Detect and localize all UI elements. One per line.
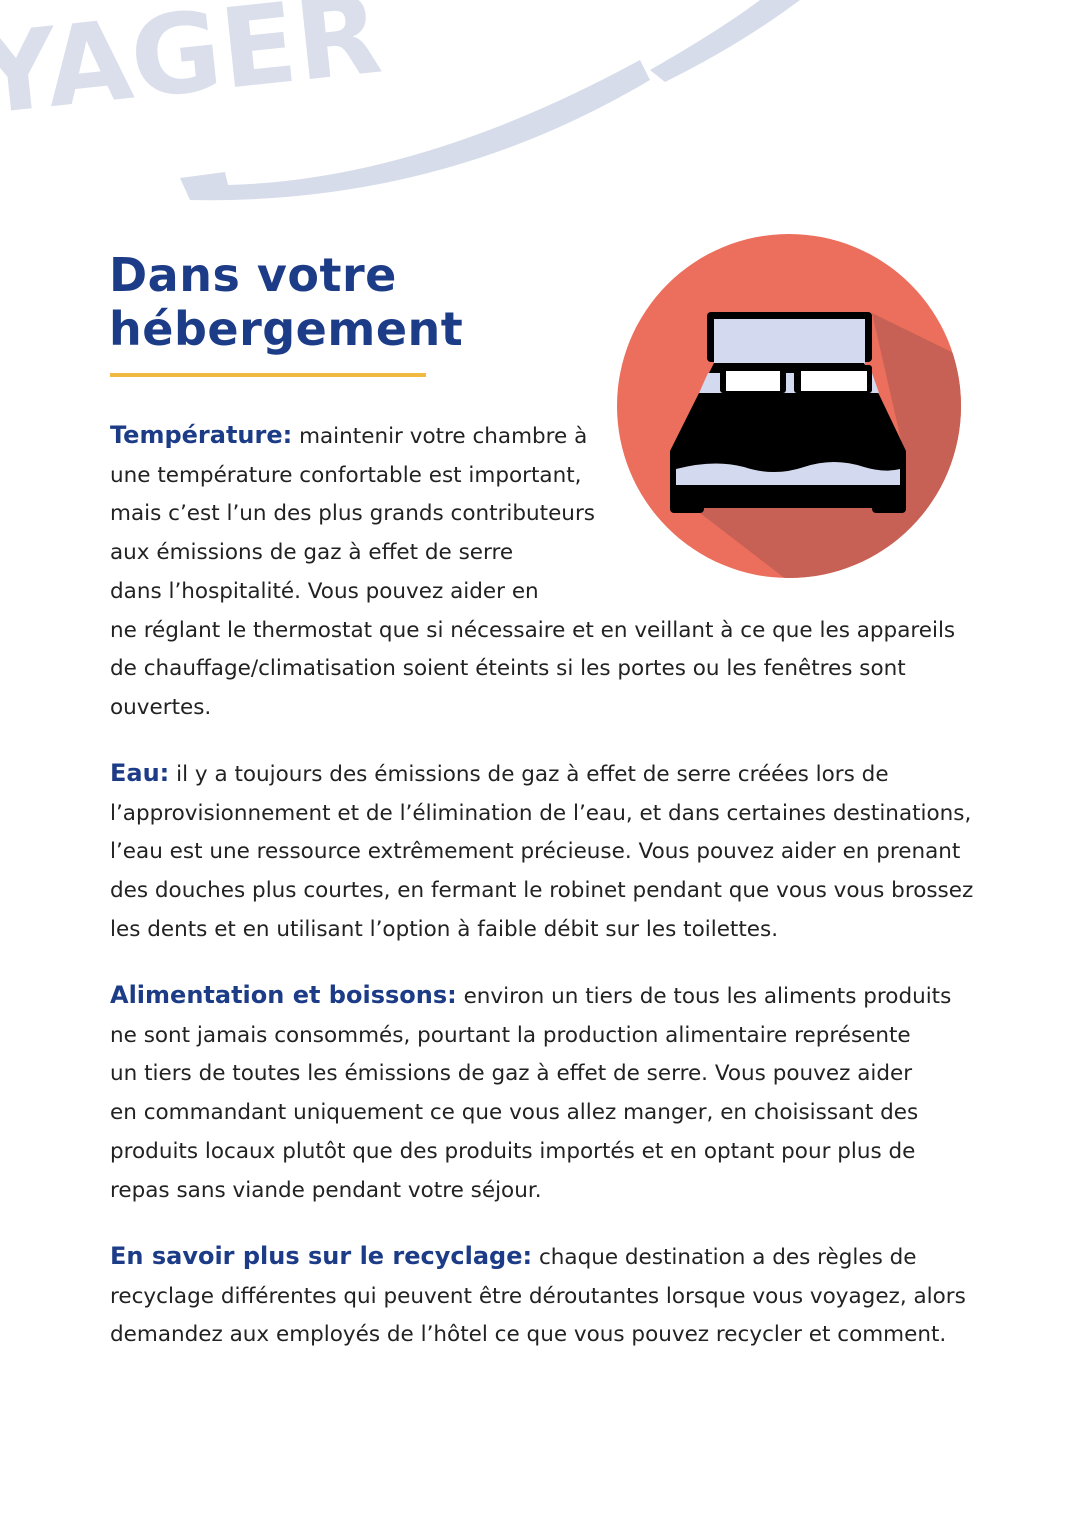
paragraph-label: Eau: [110, 759, 170, 787]
voyager-stamp-watermark: YAGER [0, 0, 800, 201]
page-title-line-1: Dans votre [109, 248, 397, 302]
text-line: l’eau est une ressource extrêmement préc… [110, 839, 961, 865]
text-line: les dents et en utilisant l’option à fai… [110, 916, 779, 942]
paragraph-water: Eau: il y a toujours des émissions de ga… [110, 754, 990, 950]
text-line: dans l’hospitalité. Vous pouvez aider en [110, 578, 539, 604]
text-line: demandez aux employés de l’hôtel ce que … [110, 1322, 947, 1348]
text-line: une température confortable est importan… [110, 462, 582, 488]
text-line: de chauffage/climatisation soient éteint… [110, 656, 906, 682]
text-line: ouvertes. [110, 694, 212, 720]
paragraph-temperature: Température: maintenir votre chambre à u… [110, 416, 990, 728]
paragraph-recycling: En savoir plus sur le recyclage: chaque … [110, 1237, 990, 1355]
text-line: Eau: il y a toujours des émissions de ga… [110, 754, 990, 795]
paragraph-food: Alimentation et boissons: environ un tie… [110, 976, 990, 1210]
svg-text:YAGER: YAGER [0, 0, 387, 140]
text-line: ne réglant le thermostat que si nécessai… [110, 617, 956, 643]
text-line: Alimentation et boissons: environ un tie… [110, 976, 990, 1017]
text-line: ne sont jamais consommés, pourtant la pr… [110, 1022, 911, 1048]
text-line: en commandant uniquement ce que vous all… [110, 1100, 919, 1126]
text-line: recyclage différentes qui peuvent être d… [110, 1283, 966, 1309]
text-line-content: il y a toujours des émissions de gaz à e… [169, 762, 889, 787]
page-title: Dans votre hébergement [109, 248, 463, 356]
text-line: En savoir plus sur le recyclage: chaque … [110, 1237, 990, 1278]
page-title-line-2: hébergement [109, 302, 464, 356]
text-line: l’approvisionnement et de l’élimination … [110, 800, 972, 826]
text-line-content: maintenir votre chambre à [292, 424, 588, 449]
paragraph-label: Température: [110, 421, 293, 449]
text-line: un tiers de toutes les émissions de gaz … [110, 1061, 913, 1087]
text-line: mais c’est l’un des plus grands contribu… [110, 501, 595, 527]
bed-icon [617, 234, 961, 578]
text-line: des douches plus courtes, en fermant le … [110, 878, 974, 904]
text-line: Température: maintenir votre chambre à [110, 416, 990, 457]
paragraph-label: Alimentation et boissons: [110, 981, 457, 1009]
text-line-content: environ un tiers de tous les aliments pr… [456, 984, 952, 1009]
text-line: aux émissions de gaz à effet de serre [110, 540, 514, 566]
paragraph-label: En savoir plus sur le recyclage: [110, 1242, 533, 1270]
text-line: produits locaux plutôt que des produits … [110, 1138, 916, 1164]
text-line-content: chaque destination a des règles de [532, 1245, 917, 1270]
text-line: repas sans viande pendant votre séjour. [110, 1177, 542, 1203]
title-underline [110, 373, 426, 377]
